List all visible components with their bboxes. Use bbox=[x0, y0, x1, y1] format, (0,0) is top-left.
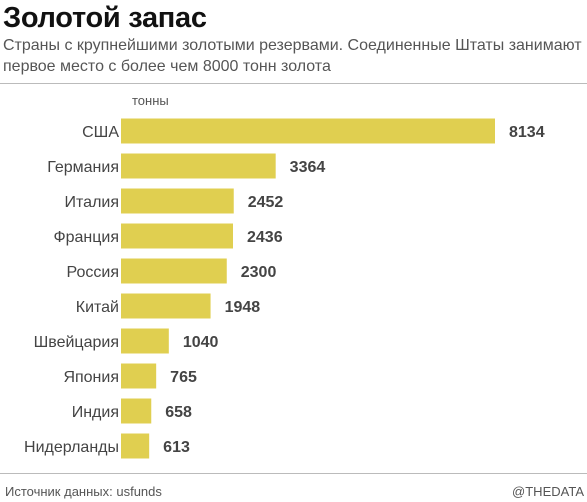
credit-note: @THEDATA bbox=[512, 484, 584, 499]
value-label: 613 bbox=[163, 439, 190, 456]
category-label: Китай bbox=[76, 299, 119, 316]
category-label: Швейцария bbox=[34, 334, 119, 351]
bar bbox=[121, 328, 169, 354]
category-label: США bbox=[82, 124, 119, 141]
chart-subtitle: Страны с крупнейшими золотыми резервами.… bbox=[3, 37, 582, 75]
value-label: 658 bbox=[165, 404, 192, 421]
bar bbox=[121, 363, 157, 389]
bar bbox=[121, 118, 495, 144]
value-label: 765 bbox=[170, 369, 197, 386]
value-label: 8134 bbox=[509, 124, 545, 141]
source-note: Источник данных: usfunds bbox=[5, 484, 162, 499]
category-label: Индия bbox=[72, 404, 119, 421]
value-label: 2436 bbox=[247, 229, 283, 246]
category-label: Нидерланды bbox=[24, 439, 119, 456]
bar bbox=[121, 188, 234, 214]
category-label: Япония bbox=[63, 369, 119, 386]
top-divider bbox=[0, 83, 587, 84]
bar bbox=[121, 258, 227, 284]
chart-title: Золотой запас bbox=[3, 2, 207, 34]
value-label: 2300 bbox=[241, 264, 277, 281]
value-label: 3364 bbox=[290, 159, 326, 176]
bar bbox=[121, 433, 150, 459]
category-label: Франция bbox=[53, 229, 119, 246]
bar bbox=[121, 398, 152, 424]
unit-label: тонны bbox=[132, 93, 169, 108]
category-label: Германия bbox=[47, 159, 119, 176]
bar bbox=[121, 153, 276, 179]
bar bbox=[121, 293, 211, 319]
value-label: 1948 bbox=[225, 299, 261, 316]
bar bbox=[121, 223, 234, 249]
bottom-divider bbox=[0, 473, 587, 474]
category-label: Россия bbox=[67, 264, 119, 281]
category-label: Италия bbox=[65, 194, 119, 211]
value-label: 1040 bbox=[183, 334, 219, 351]
value-label: 2452 bbox=[248, 194, 284, 211]
